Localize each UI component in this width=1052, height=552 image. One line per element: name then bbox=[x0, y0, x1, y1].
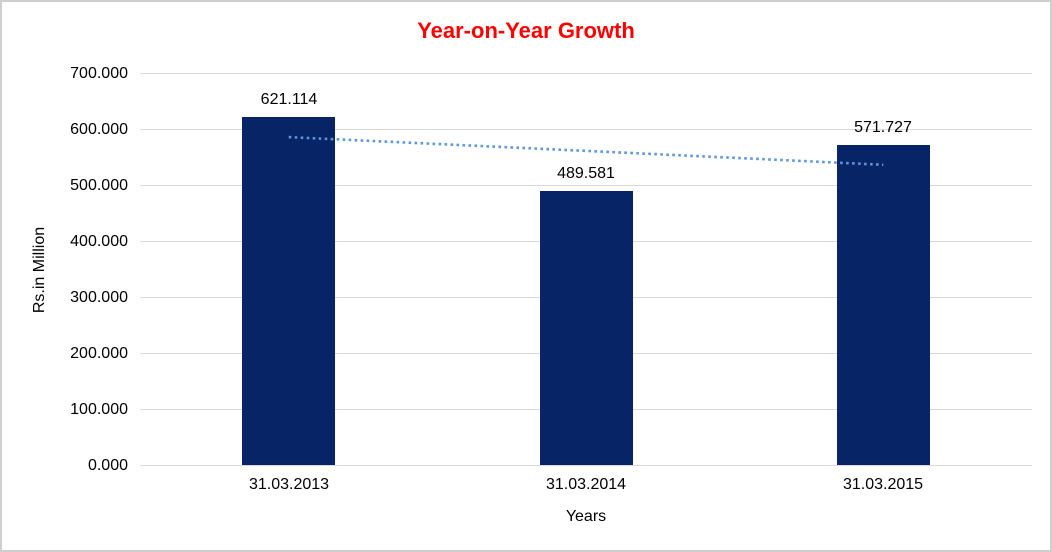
plot-area: 621.114 489.581 571.727 bbox=[140, 73, 1032, 466]
bar-31.03.2015 bbox=[837, 145, 930, 465]
y-tick-label: 400.000 bbox=[70, 233, 128, 250]
y-tick-label: 0.000 bbox=[87, 457, 128, 474]
bar-value-label: 489.581 bbox=[557, 165, 615, 182]
bar-value-label: 621.114 bbox=[260, 91, 318, 108]
bar-value-label: 571.727 bbox=[854, 119, 912, 136]
bar-31.03.2014 bbox=[540, 191, 633, 465]
x-tick-label: 31.03.2014 bbox=[545, 476, 627, 493]
x-axis-line bbox=[140, 465, 1032, 466]
y-tick-label: 100.000 bbox=[70, 401, 128, 418]
y-tick-label: 200.000 bbox=[70, 345, 128, 362]
trendline bbox=[288, 135, 884, 167]
y-tick-label: 300.000 bbox=[70, 289, 128, 306]
x-axis-title: Years bbox=[565, 508, 607, 525]
gridline bbox=[140, 185, 1032, 186]
bar-31.03.2013 bbox=[242, 117, 335, 465]
trendline-path bbox=[288, 135, 884, 167]
y-tick-label: 500.000 bbox=[70, 177, 128, 194]
gridline bbox=[140, 129, 1032, 130]
x-tick-label: 31.03.2013 bbox=[248, 476, 330, 493]
y-tick-label: 600.000 bbox=[70, 121, 128, 138]
y-tick-label: 700.000 bbox=[70, 65, 128, 82]
x-tick-label: 31.03.2015 bbox=[842, 476, 924, 493]
gridline bbox=[140, 73, 1032, 74]
chart-title: Year-on-Year Growth bbox=[417, 18, 635, 43]
